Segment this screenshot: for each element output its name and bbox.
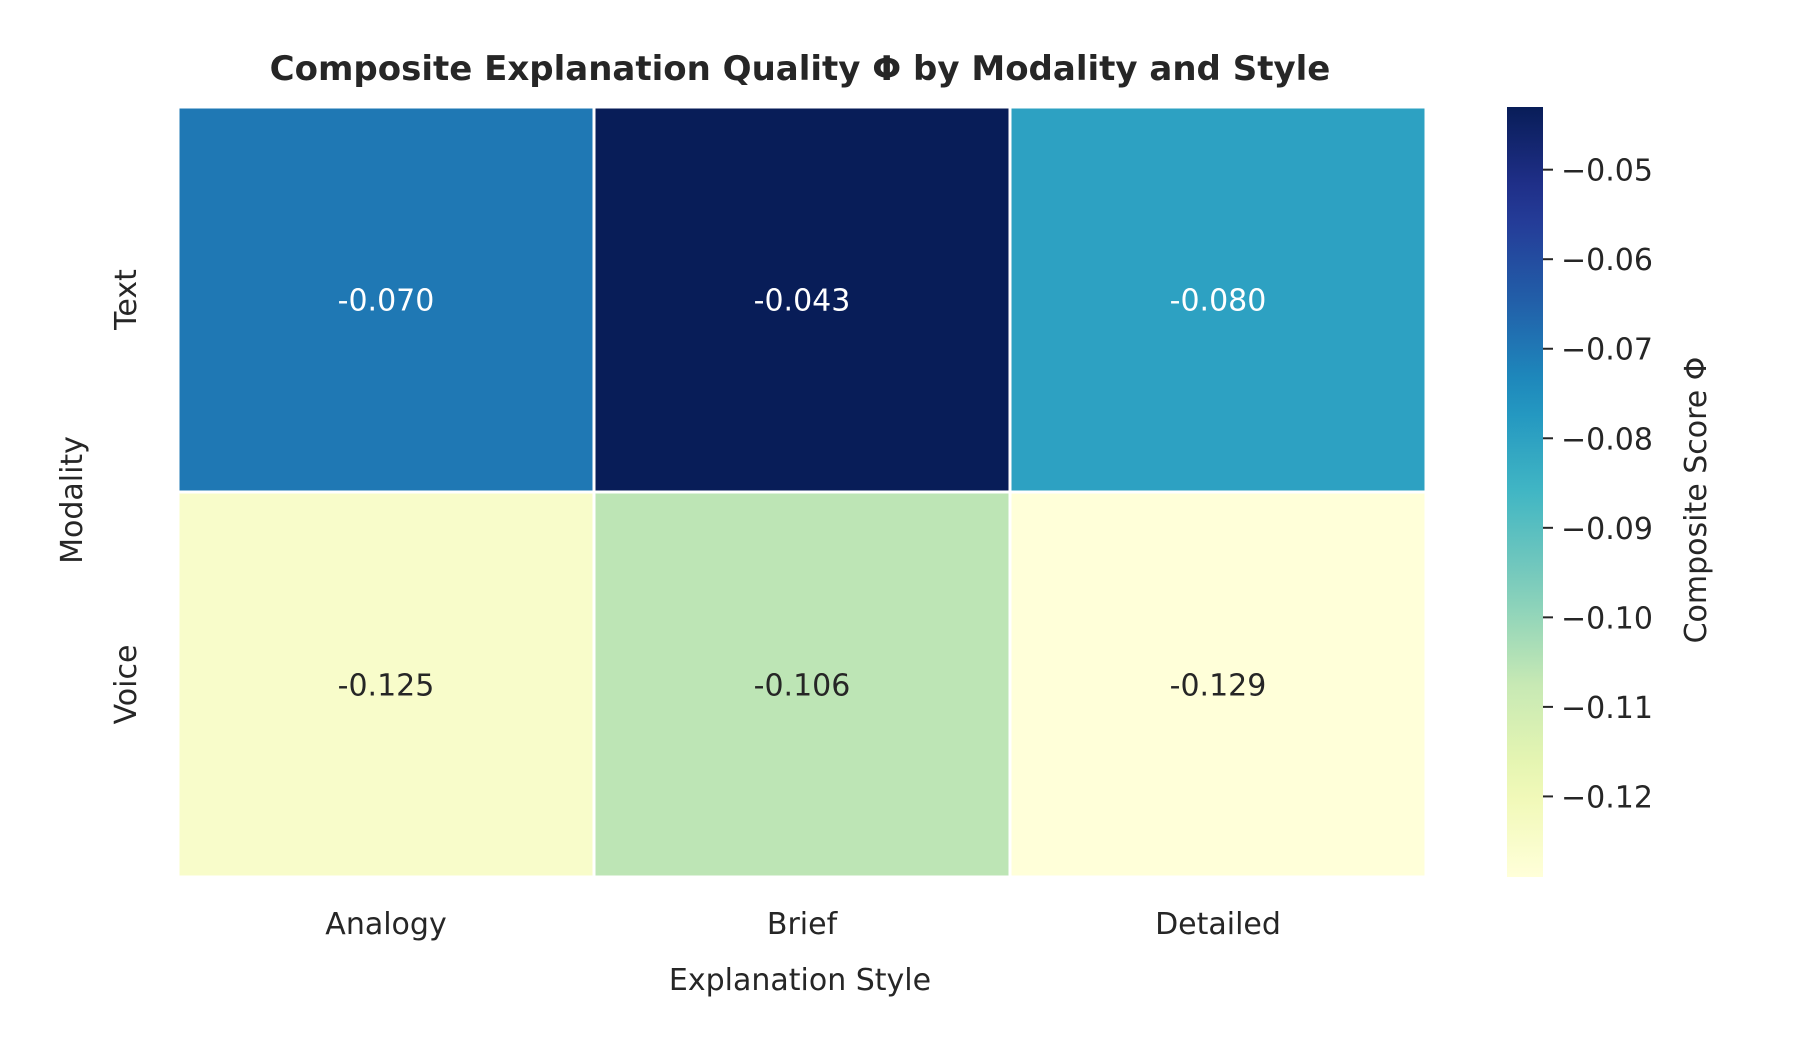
colorbar: −0.05 −0.06 −0.07 −0.08 −0.09 −0.10 −0.11 −0.12	[1507, 107, 1653, 877]
x-tick-label-analogy: Analogy	[325, 907, 446, 942]
x-tick-labels: Analogy Brief Detailed	[325, 907, 1281, 942]
cell-value-label: -0.043	[754, 284, 851, 319]
y-tick-label-voice: Voice	[109, 645, 144, 725]
colorbar-tick-label: −0.12	[1561, 780, 1653, 815]
y-axis-label: Modality	[55, 436, 90, 564]
colorbar-label: Composite Score Φ	[1679, 357, 1714, 644]
cell-value-label: -0.106	[754, 669, 851, 704]
heatmap-cell-voice-detailed	[1008, 490, 1428, 879]
x-tick-label-detailed: Detailed	[1155, 907, 1281, 942]
colorbar-tick-label: −0.05	[1561, 154, 1653, 189]
x-axis-label: Explanation Style	[669, 963, 931, 998]
y-tick-labels: Text Voice	[109, 269, 144, 724]
colorbar-tick-label: −0.09	[1561, 512, 1653, 547]
heatmap-cell-voice-analogy	[176, 490, 596, 879]
y-tick-label-text: Text	[109, 269, 144, 331]
heatmap-cell-text-detailed	[1008, 105, 1428, 494]
x-tick-label-brief: Brief	[767, 907, 839, 942]
heatmap-cell-text-brief	[592, 105, 1012, 494]
colorbar-tick-label: −0.11	[1561, 691, 1653, 726]
cell-value-label: -0.080	[1170, 284, 1267, 319]
cell-value-label: -0.125	[338, 669, 435, 704]
colorbar-tick-label: −0.10	[1561, 601, 1653, 636]
heatmap-cell-voice-brief	[592, 490, 1012, 879]
colorbar-tick-label: −0.07	[1561, 333, 1653, 368]
heatmap-cell-text-analogy	[176, 105, 596, 494]
cell-value-label: -0.129	[1170, 669, 1267, 704]
cell-value-label: -0.070	[338, 284, 435, 319]
colorbar-tick-label: −0.06	[1561, 243, 1653, 278]
colorbar-tick-label: −0.08	[1561, 422, 1653, 457]
heatmap-cells: -0.070 -0.043 -0.080 -0.125 -0.106 -0.129	[176, 105, 1428, 879]
chart-title: Composite Explanation Quality Φ by Modal…	[270, 49, 1331, 89]
colorbar-gradient	[1507, 107, 1543, 877]
